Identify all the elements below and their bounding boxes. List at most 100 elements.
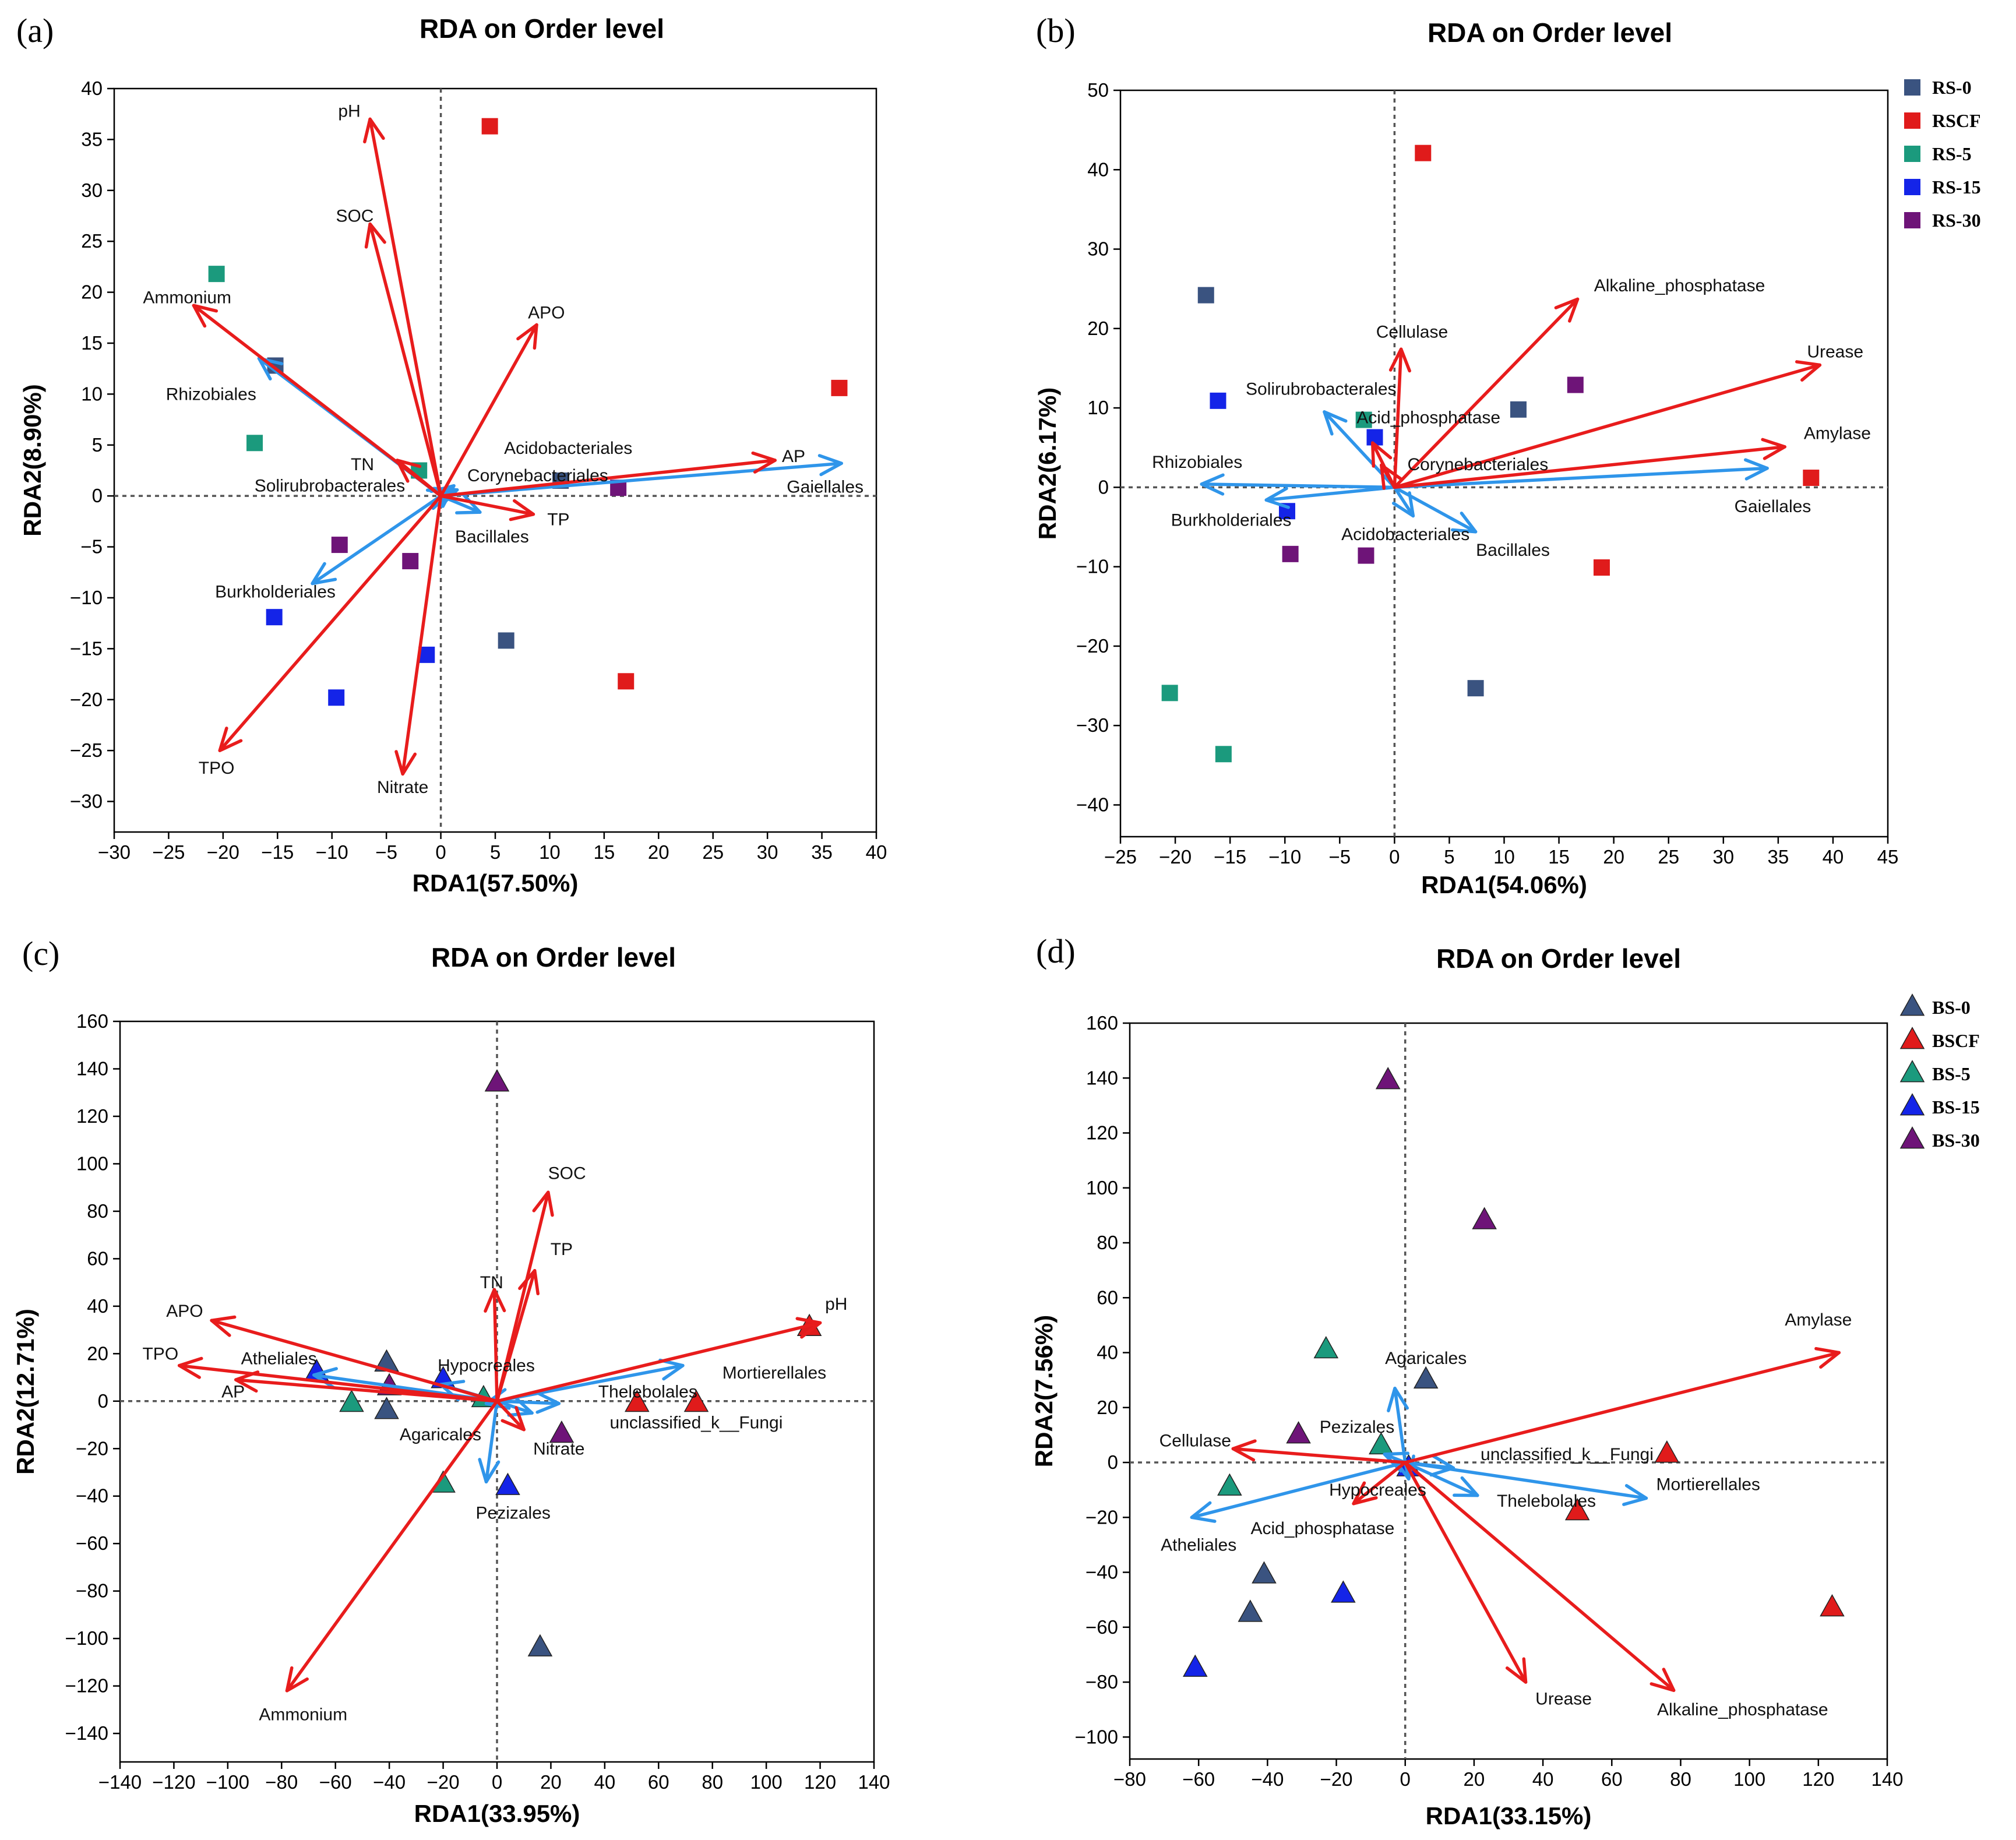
vector-label-mortierellales: Mortierellales [1656, 1475, 1760, 1494]
legend-label-rs-5: RS-5 [1932, 143, 1972, 164]
env-arrow-alkaline-phosphatase [1393, 297, 1580, 489]
point-rscf [1593, 559, 1610, 576]
env-arrow-tn-head [484, 1288, 506, 1313]
vector-label-bacillales: Bacillales [455, 527, 529, 547]
env-arrow-cellulase-shaft [1231, 1447, 1407, 1464]
vector-label-corynebacteriales: Corynebacteriales [467, 466, 608, 485]
x-tick-label: 100 [750, 1771, 783, 1793]
point-bs-0 [1238, 1599, 1263, 1622]
taxa-arrow-bacillales-shaft [1393, 485, 1478, 534]
x-tick-label: 10 [1493, 846, 1515, 868]
point-bscf [1654, 1440, 1680, 1463]
y-tick-label: 40 [87, 1295, 108, 1317]
point-bscf [683, 1390, 709, 1412]
env-arrow-tp-head [518, 1268, 540, 1296]
taxa-arrow-rhizobiales-shaft [1200, 482, 1397, 489]
env-arrow-apo-shaft [210, 1319, 499, 1403]
taxa-arrow-thelebolales-shaft [495, 1400, 561, 1405]
x-tick-label: 0 [492, 1771, 502, 1793]
y-axis-title: RDA2(7.56%) [1030, 1315, 1058, 1467]
y-tick-label: −40 [76, 1485, 108, 1507]
vector-label-nitrate: Nitrate [533, 1439, 584, 1458]
vector-label-hypocreales: Hypocreales [1329, 1481, 1426, 1500]
vector-label-thelebolales: Thelebolales [1497, 1492, 1596, 1511]
x-tick-label: −10 [316, 841, 348, 863]
env-arrow-alkaline-phosphatase-head [1650, 1668, 1676, 1692]
vector-label-tn: TN [480, 1273, 503, 1292]
y-tick-label: −20 [1076, 635, 1109, 657]
env-arrow-ammonium-head [192, 304, 218, 328]
x-tick-label: 5 [1444, 846, 1454, 868]
taxa-arrow-corynebacteriales-head [432, 487, 459, 508]
legend-marker-bs-5 [1899, 1060, 1925, 1083]
vector-label-thelebolales: Thelebolales [598, 1383, 697, 1402]
y-tick-label: −80 [76, 1580, 108, 1602]
y-tick-label: 160 [1086, 1012, 1118, 1034]
env-arrow-soc-shaft [368, 222, 443, 498]
plot-frame [1129, 1022, 1888, 1760]
legend-marker-rs-5 [1904, 146, 1920, 162]
x-tick-label: 80 [1670, 1768, 1691, 1790]
x-tick-label: 100 [1733, 1768, 1765, 1790]
env-arrow-corynebacteriales-head [1380, 463, 1402, 490]
y-axis-title: RDA2(8.90%) [19, 384, 46, 536]
env-arrow-tp-shaft [439, 494, 535, 516]
taxa-arrow-pezizales [478, 1400, 501, 1484]
y-tick-label: 30 [1087, 238, 1109, 260]
x-tick-label: 40 [866, 841, 887, 863]
x-tick-label: 5 [490, 841, 501, 863]
env-arrow-tp [495, 1268, 540, 1403]
point-rs-15 [328, 689, 345, 706]
point-bscf [1564, 1497, 1590, 1521]
y-tick-label: 30 [81, 179, 103, 201]
legend-label-bs-0: BS-0 [1932, 997, 1971, 1018]
vector-label-ammonium: Ammonium [143, 288, 231, 307]
point-rs-5 [1215, 746, 1232, 763]
env-arrow-alkaline-phosphatase-head [1554, 297, 1580, 323]
y-tick-label: −40 [1085, 1561, 1118, 1583]
taxa-arrow-gaiellales [1393, 458, 1769, 489]
x-tick-label: 25 [702, 841, 724, 863]
vector-label-amylase: Amylase [1804, 424, 1871, 443]
y-tick-label: −25 [70, 739, 103, 761]
env-arrow-cellulase-head [1388, 347, 1411, 373]
vector-label-atheliales: Atheliales [241, 1349, 317, 1368]
x-tick-label: 40 [594, 1771, 615, 1793]
x-tick-label: −80 [265, 1771, 298, 1793]
legend-label-rs-15: RS-15 [1932, 177, 1981, 198]
point-rs-0 [1467, 680, 1484, 697]
x-tick-label: 20 [1464, 1768, 1485, 1790]
vector-label-acidobacteriales: Acidobacteriales [1341, 525, 1469, 544]
env-arrow-tn-shaft [492, 1288, 499, 1403]
env-arrow-alkaline-phosphatase-shaft [1393, 297, 1580, 489]
chart-title: RDA on Order level [1428, 17, 1672, 48]
y-tick-label: −100 [1075, 1726, 1118, 1747]
point-bs-0 [527, 1634, 553, 1656]
point-bs-0 [374, 1397, 399, 1419]
env-arrow-alkaline-phosphatase-shaft [1403, 1461, 1676, 1692]
x-tick-label: 60 [648, 1771, 669, 1793]
y-tick-label: 0 [98, 1390, 108, 1412]
y-tick-label: 40 [1097, 1342, 1118, 1363]
point-bs-15 [495, 1472, 520, 1495]
x-tick-label: −20 [207, 841, 239, 863]
env-arrow-amylase-shaft [1403, 1351, 1841, 1464]
taxa-arrow-atheliales-shaft [1190, 1461, 1407, 1520]
vector-label-acidobacteriales: Acidobacteriales [504, 439, 632, 458]
taxa-arrow-unclassified-k-fungi-head [507, 1395, 534, 1417]
vector-label-agaricales: Agaricales [400, 1425, 481, 1444]
x-tick-label: −40 [373, 1771, 406, 1793]
y-tick-label: −20 [1085, 1506, 1118, 1528]
taxa-arrow-burkholderiales-head [311, 562, 337, 586]
point-rs-5 [246, 435, 263, 452]
env-arrow-soc-head [364, 222, 386, 249]
y-tick-label: −20 [70, 689, 103, 710]
vector-label-ammonium: Ammonium [259, 1705, 347, 1725]
vector-label-hypocreales: Hypocreales [438, 1356, 535, 1376]
y-tick-label: 140 [76, 1058, 108, 1079]
point-bscf [625, 1390, 650, 1412]
vector-label-cellulase: Cellulase [1159, 1431, 1231, 1450]
env-arrow-nitrate [394, 494, 443, 776]
taxa-arrow-thelebolales [1403, 1461, 1479, 1497]
y-tick-label: 5 [92, 434, 103, 456]
